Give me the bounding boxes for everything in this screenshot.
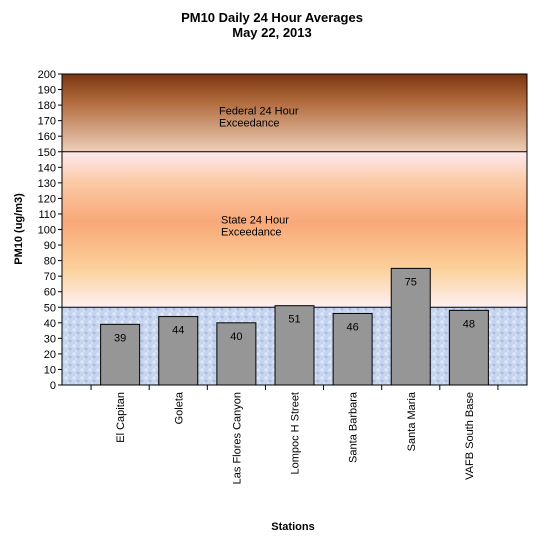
x-category-label-3: Lompoc H Street (290, 392, 302, 475)
y-tick-label: 60 (44, 287, 56, 299)
x-category-label-0: El Capitan (115, 392, 127, 443)
y-tick-label: 90 (44, 240, 56, 252)
y-tick-label: 110 (38, 209, 56, 221)
bar-5 (390, 267, 431, 386)
y-tick-label: 50 (44, 302, 56, 314)
data-label-6: 48 (463, 318, 475, 330)
y-tick-label: 120 (38, 193, 56, 205)
data-label-0: 39 (114, 332, 126, 344)
y-tick-label: 190 (38, 85, 56, 97)
y-tick-label: 130 (38, 178, 56, 190)
y-tick-label: 200 (38, 69, 56, 81)
bar-0 (100, 323, 141, 386)
band-labels: State 24 Hour Exceedance Federal 24 Hour Ex… (219, 105, 299, 238)
data-label-4: 46 (347, 321, 359, 333)
x-category-label-5: Santa Maria (406, 391, 418, 451)
y-tick-label: 180 (38, 100, 56, 112)
data-label-1: 44 (172, 325, 184, 337)
y-tick-label: 30 (44, 333, 56, 345)
chart-title: PM10 Daily 24 Hour Averages (181, 10, 363, 25)
bars (100, 267, 489, 386)
y-tick-label: 40 (44, 318, 56, 330)
data-label-3: 51 (288, 314, 300, 326)
band-1 (62, 151, 527, 308)
band-label-2: Federal 24 Hour Exceedance (219, 105, 299, 129)
y-tick-label: 70 (44, 271, 56, 283)
x-category-label-4: Santa Barbara (348, 391, 360, 463)
y-tick-label: 160 (38, 131, 56, 143)
y-tick-label: 0 (50, 380, 56, 392)
data-label-5: 75 (405, 276, 417, 288)
y-tick-label: 80 (44, 256, 56, 268)
data-labels: 39 44 40 51 46 75 48 (114, 276, 475, 344)
y-tick-label: 150 (38, 147, 56, 159)
x-category-label-6: VAFB South Base (464, 392, 476, 480)
x-category-label-1: Goleta (173, 391, 185, 424)
bar-6 (448, 309, 489, 386)
x-category-label-2: Las Flores Canyon (231, 392, 243, 484)
band-2 (62, 74, 527, 152)
y-tick-label: 10 (44, 364, 56, 376)
band-label-1: State 24 Hour Exceedance (221, 214, 289, 238)
y-tick-label: 100 (38, 225, 56, 237)
y-axis-title: PM10 (ug/m3) (13, 193, 25, 265)
data-label-2: 40 (230, 331, 242, 343)
chart-subtitle: May 22, 2013 (232, 25, 312, 40)
x-axis-title: Stations (271, 521, 314, 533)
y-tick-label: 20 (44, 349, 56, 361)
bar-2 (216, 322, 257, 386)
y-tick-label: 170 (38, 116, 56, 128)
y-tick-labels: 0 10 20 30 40 50 60 70 80 90 100 110 120 130 140 150 160… (38, 69, 56, 392)
x-category-labels: El Capitan Goleta Las Flores Canyon Lompoc … (115, 391, 476, 484)
axes (58, 73, 528, 390)
y-tick-label: 140 (38, 162, 56, 174)
